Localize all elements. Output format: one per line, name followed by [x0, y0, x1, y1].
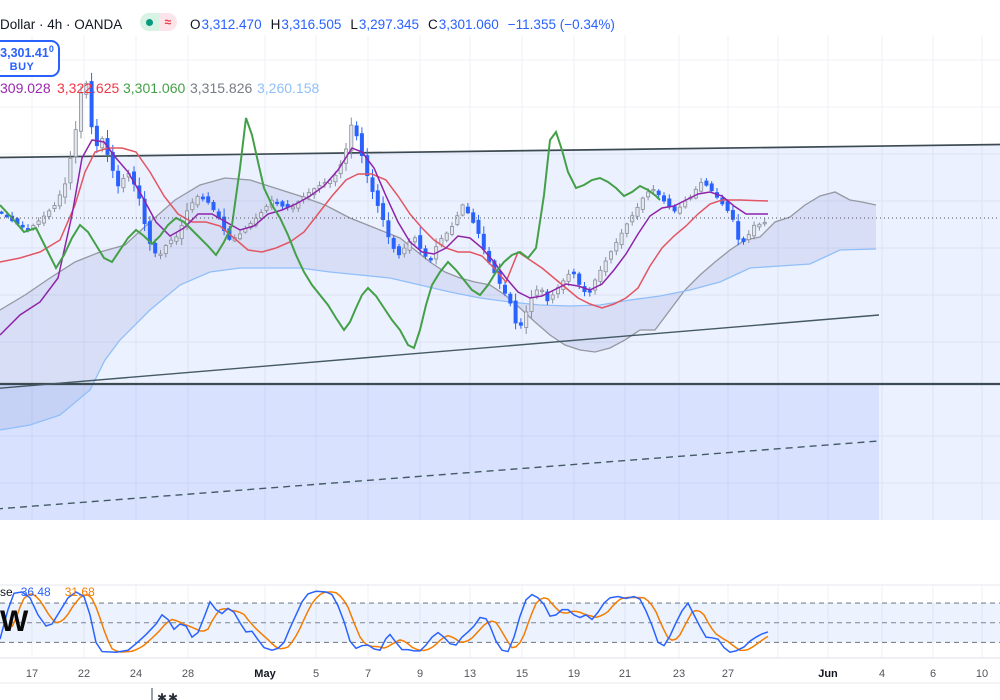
ichimoku-conversion-value: 309.028 [0, 80, 51, 96]
time-axis-tick: May [254, 668, 276, 680]
close-label: C [427, 16, 438, 32]
buy-label: BUY [9, 60, 35, 73]
time-axis-tick: 24 [129, 668, 143, 680]
close-value: 3,301.060 [438, 16, 499, 32]
time-axis-tick: 22 [77, 668, 91, 680]
symbol-title[interactable]: Dollar · 4h · OANDA [0, 14, 122, 34]
time-axis-tick: 19 [567, 668, 581, 680]
bottom-panel-glyphs: ✱✱ [157, 691, 180, 700]
market-open-icon [140, 13, 159, 31]
market-status-pill[interactable]: ≈ [140, 13, 177, 31]
open-label: O [190, 16, 201, 32]
ohlc-legend: O 3,312.470 H 3,316.505 L 3,297.345 C 3,… [190, 14, 615, 34]
time-axis-tick: 15 [515, 668, 529, 680]
high-value: 3,316.505 [281, 16, 342, 32]
buy-price: 3,301.410 [0, 44, 54, 61]
stochastic-label-fragment: se [0, 585, 13, 599]
buy-button[interactable]: 3,301.410 BUY [0, 40, 60, 77]
time-axis-tick: 21 [618, 668, 632, 680]
low-value: 3,297.345 [358, 16, 419, 32]
bottom-panel-divider [151, 688, 153, 700]
time-axis-tick: 13 [463, 668, 477, 680]
watermark-fragment: W [0, 605, 29, 638]
ichimoku-lead1-value: 3,315.826 [190, 80, 253, 96]
high-label: H [270, 16, 281, 32]
low-label: L [350, 16, 358, 32]
symbol-title-text: Dollar · 4h · OANDA [0, 16, 123, 32]
time-axis-tick: 7 [364, 668, 372, 680]
ichimoku-lead2-value: 3,260.158 [257, 80, 320, 96]
time-axis-tick: 17 [25, 668, 39, 680]
stochastic-d-value: 31.68 [64, 585, 95, 599]
time-axis-tick: 10 [975, 668, 989, 680]
time-axis-tick: 23 [672, 668, 686, 680]
ichimoku-base-value: 3,322.625 [57, 80, 120, 96]
delayed-data-icon: ≈ [158, 13, 177, 31]
time-axis-tick: 6 [929, 668, 937, 680]
time-axis-tick: 28 [181, 668, 195, 680]
time-axis-tick: 9 [416, 668, 424, 680]
time-axis-tick: 4 [878, 668, 886, 680]
open-value: 3,312.470 [201, 16, 262, 32]
stochastic-k-value: 36.48 [20, 585, 51, 599]
stochastic-legend: se 36.48 31.68 [0, 585, 95, 599]
time-axis-tick: 27 [721, 668, 735, 680]
time-axis-tick: Jun [818, 668, 838, 680]
ichimoku-lagging-value: 3,301.060 [123, 80, 186, 96]
time-axis-tick: 5 [312, 668, 320, 680]
change-value: −11.355 (−0.34%) [507, 16, 615, 32]
